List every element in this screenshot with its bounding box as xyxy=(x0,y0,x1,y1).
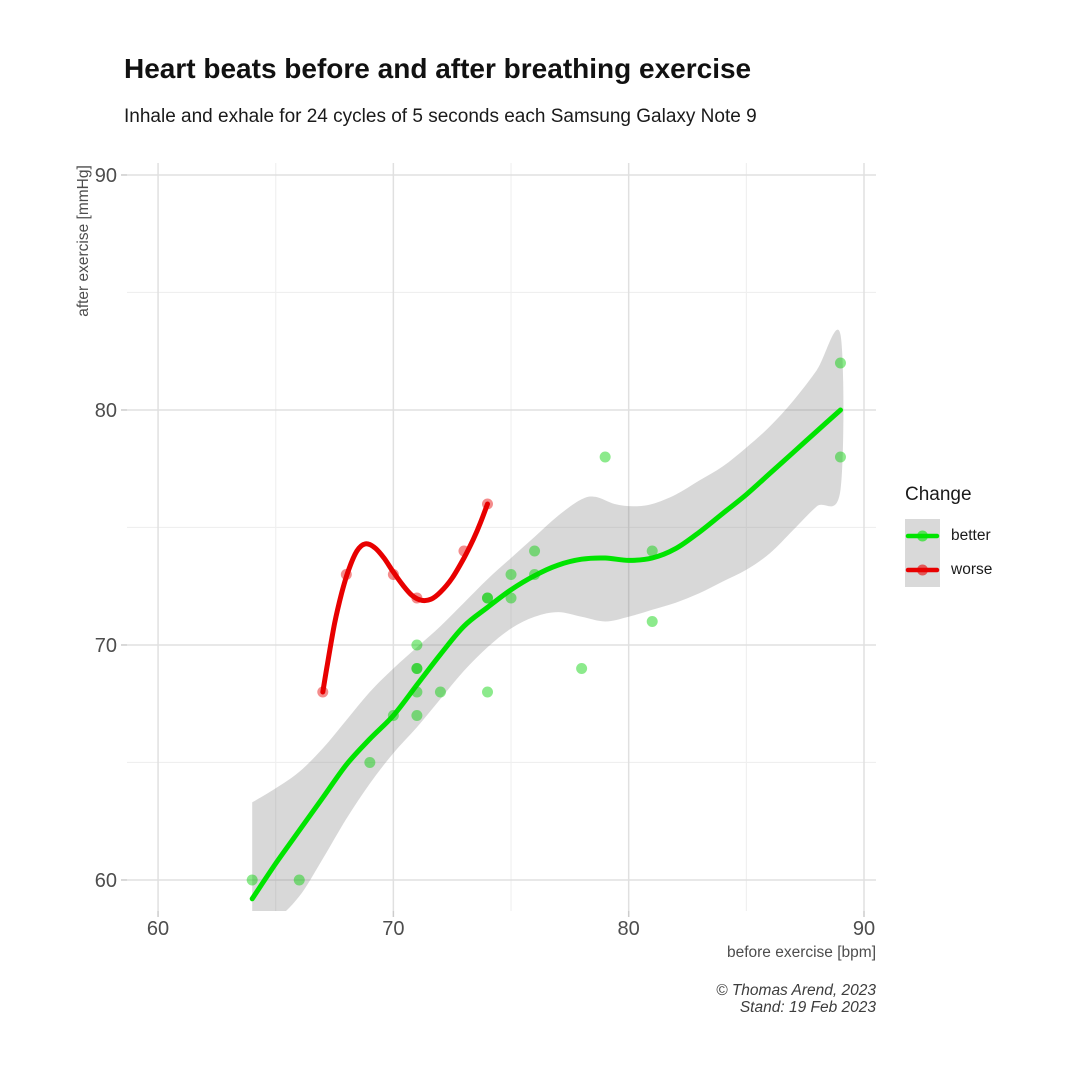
x-tick-label: 90 xyxy=(853,918,875,940)
x-tick-label: 70 xyxy=(382,918,404,940)
point-worse xyxy=(317,686,329,698)
panel-layer xyxy=(246,329,846,911)
point-better xyxy=(481,592,493,604)
point-better xyxy=(481,592,493,604)
y-tick-label: 80 xyxy=(95,400,117,422)
point-better xyxy=(481,686,493,698)
caption-line2: Stand: 19 Feb 2023 xyxy=(739,999,876,1016)
point-better xyxy=(411,662,423,674)
point-better xyxy=(293,874,305,886)
point-better xyxy=(364,756,376,768)
point-better xyxy=(505,592,517,604)
point-better xyxy=(599,451,611,463)
point-better xyxy=(434,686,446,698)
point-worse xyxy=(387,568,399,580)
chart-title: Heart beats before and after breathing e… xyxy=(124,53,752,84)
legend: Change better worse xyxy=(905,484,992,587)
point-better xyxy=(834,357,846,369)
point-better xyxy=(411,686,423,698)
smooth-line-better xyxy=(249,407,843,902)
legend-key-worse-icon xyxy=(905,553,940,587)
x-tick-label: 80 xyxy=(618,918,640,940)
point-better xyxy=(646,545,658,557)
point-better xyxy=(646,615,658,627)
point-worse xyxy=(458,545,470,557)
point-better xyxy=(411,639,423,651)
point-better xyxy=(834,451,846,463)
point-better xyxy=(529,568,541,580)
legend-title: Change xyxy=(905,484,972,505)
legend-item-worse: worse xyxy=(905,553,992,587)
smooth-line-worse xyxy=(320,501,490,695)
y-tick-label: 70 xyxy=(95,635,117,657)
y-tick-label: 90 xyxy=(95,165,117,187)
point-better xyxy=(411,709,423,721)
legend-item-better: better xyxy=(905,519,992,553)
legend-key-better-icon xyxy=(905,519,940,553)
point-worse xyxy=(340,568,352,580)
point-better xyxy=(529,545,541,557)
point-better xyxy=(576,662,588,674)
point-better xyxy=(387,709,399,721)
chart-subtitle: Inhale and exhale for 24 cycles of 5 sec… xyxy=(124,106,757,127)
caption-line1: © Thomas Arend, 2023 xyxy=(716,982,876,999)
legend-label-better: better xyxy=(951,527,991,544)
legend-key-glyph xyxy=(905,553,940,587)
point-better xyxy=(411,662,423,674)
legend-label-worse: worse xyxy=(951,561,993,578)
x-axis-title: before exercise [bpm] xyxy=(726,944,876,961)
point-better xyxy=(246,874,258,886)
caption: © Thomas Arend, 2023 Stand: 19 Feb 2023 xyxy=(716,982,876,1016)
legend-items: better worse xyxy=(905,519,992,587)
point-better xyxy=(505,568,517,580)
x-tick-label: 60 xyxy=(147,918,169,940)
confidence-band xyxy=(252,329,844,911)
point-worse xyxy=(411,592,423,604)
y-tick-label: 60 xyxy=(95,870,117,892)
legend-key-glyph xyxy=(905,519,940,553)
point-worse xyxy=(481,498,493,510)
y-axis-title: after exercise [mmHg] xyxy=(75,165,92,317)
